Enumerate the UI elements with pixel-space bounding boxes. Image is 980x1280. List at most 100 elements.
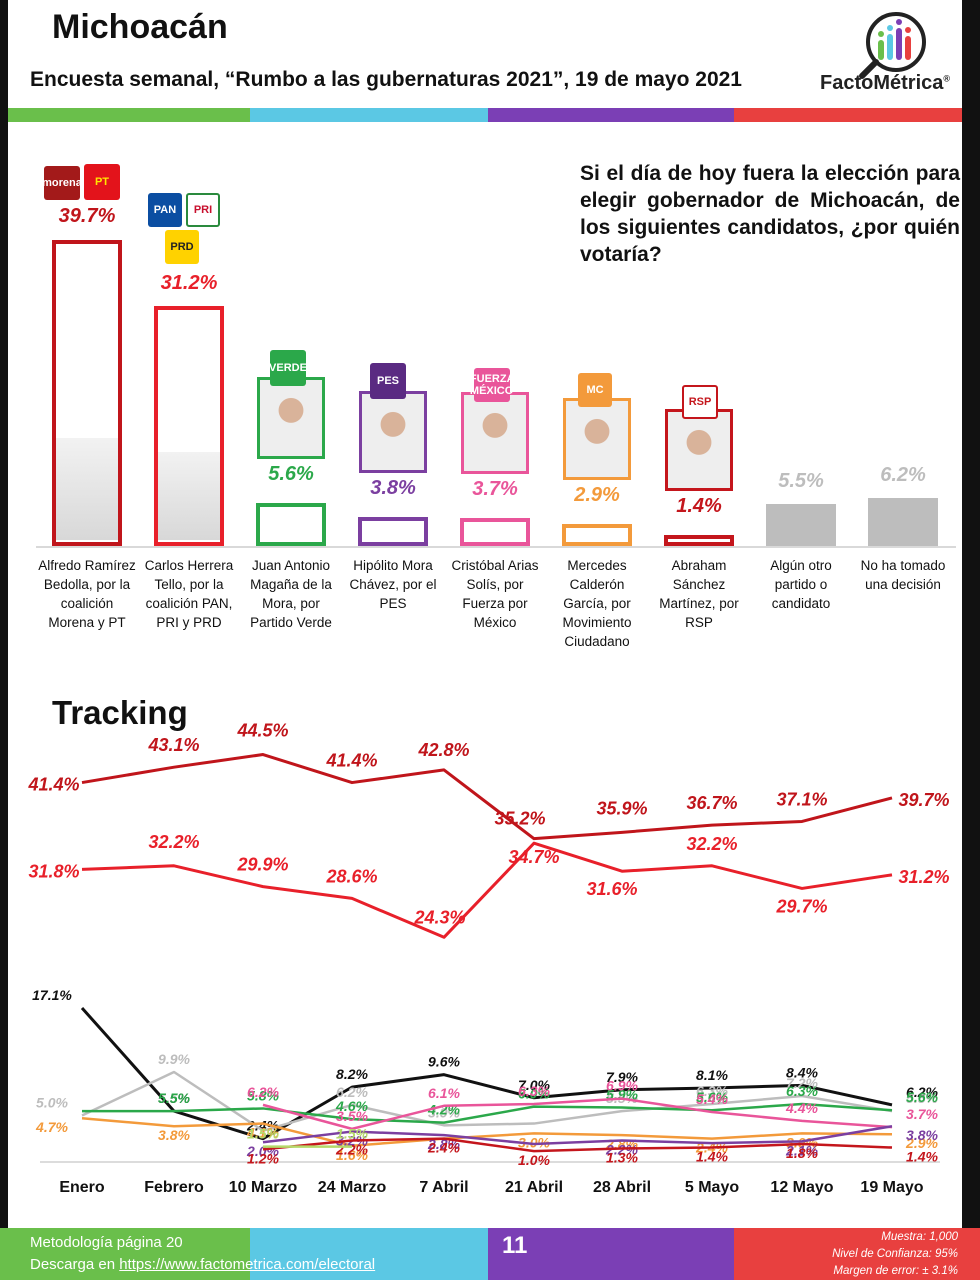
data-label: 5.4% (696, 1091, 728, 1107)
candidate-photo (56, 438, 118, 540)
data-label: 6.3% (518, 1083, 550, 1099)
pri-logo-icon: PRI (186, 193, 220, 227)
bar-value-label: 3.8% (370, 476, 416, 499)
data-label: 4.1% (246, 1125, 279, 1141)
data-label: 3.7% (906, 1106, 938, 1122)
candidate-photo (563, 397, 631, 480)
data-label: 5.6% (906, 1089, 938, 1105)
data-label: 3.8% (158, 1127, 190, 1143)
data-label: 3.5% (336, 1108, 368, 1124)
series-line-black (80, 1007, 893, 1141)
candidate-photo (158, 452, 220, 540)
x-tick-label: 19 Mayo (860, 1179, 923, 1196)
data-label: 37.1% (776, 789, 827, 809)
candidate-label: Alfredo Ramírez Bedolla, por la coalició… (38, 558, 136, 630)
series-line-verde (82, 1102, 893, 1124)
data-label: 4.4% (785, 1100, 818, 1116)
data-label: 5.5% (906, 1090, 938, 1106)
data-label: 5.0% (36, 1095, 68, 1111)
sample-size: Muestra: 1,000 (881, 1231, 958, 1243)
bar-5 (460, 517, 530, 546)
data-label: 35.9% (596, 798, 647, 818)
data-label: 2.4% (246, 1118, 279, 1134)
data-label: 5.6% (696, 1089, 728, 1105)
fxm-logo-icon: FUERZA MÉXICO (470, 368, 515, 402)
data-label: 6.9% (606, 1078, 638, 1094)
bar-baseline (36, 546, 956, 548)
candidate-photo (461, 391, 529, 474)
pes-logo-icon: PES (370, 363, 406, 399)
page-number: 11 (502, 1232, 528, 1259)
pt-logo-icon: PT (84, 164, 120, 200)
data-label: 7.2% (786, 1075, 818, 1091)
x-tick-label: 12 Mayo (770, 1179, 833, 1196)
survey-question: Si el día de hoy fuera la elección para … (580, 162, 960, 266)
x-tick-label: 28 Abril (593, 1179, 651, 1196)
data-label: 17.1% (32, 987, 72, 1003)
data-label: 2.4% (427, 1140, 460, 1156)
bar-value-label: 3.7% (472, 477, 518, 500)
stripe-red (734, 108, 962, 122)
data-label: 6.2% (336, 1084, 368, 1100)
x-tick-label: Febrero (144, 1179, 204, 1196)
data-label: 6.3% (696, 1083, 728, 1099)
x-tick-label: 7 Abril (419, 1179, 468, 1196)
bar-value-label: 5.5% (778, 469, 824, 492)
candidate-label: No ha tomado una decisión (860, 558, 946, 592)
page-subtitle: Encuesta semanal, “Rumbo a las gubernatu… (30, 68, 742, 91)
candidate-label: Juan Antonio Magaña de la Mora, por Part… (250, 558, 332, 630)
left-edge (0, 0, 8, 1280)
bar-value-label: 1.4% (676, 495, 722, 518)
data-label: 3.0% (518, 1134, 550, 1150)
data-label: 3.8% (906, 1127, 938, 1143)
data-label: 31.6% (586, 879, 637, 899)
data-label: 6.3% (786, 1083, 818, 1099)
data-label: 31.2% (898, 867, 949, 887)
data-label: 42.8% (417, 740, 469, 760)
x-tick-label: 5 Mayo (685, 1179, 739, 1196)
footer-purple (488, 1228, 734, 1280)
data-label: 31.8% (28, 861, 79, 881)
data-label: 5.5% (158, 1090, 190, 1106)
data-label: 4.7% (35, 1119, 68, 1135)
data-label: 43.1% (147, 735, 199, 755)
margin-of-error: Margen de error: ± 3.1% (833, 1265, 958, 1277)
stripe-cyan (250, 108, 488, 122)
stripe-green (8, 108, 250, 122)
tracking-chart: 41.4% 43.1% 44.5% 41.4% 42.8% 35.2% 35.9% 36.7%… (27, 721, 949, 1196)
morena-logo-icon: morena (42, 166, 82, 200)
data-label: 32.2% (686, 834, 737, 854)
survey-stats: Muestra: 1,000 Nivel de Confianza: 95% M… (832, 1229, 958, 1280)
candidate-label: Carlos Herrera Tello, por la coalición P… (144, 558, 234, 630)
data-label: 32.2% (148, 832, 199, 852)
data-label: 1.4% (696, 1149, 728, 1165)
series-line-rsp (262, 1137, 893, 1153)
data-label: 34.7% (508, 847, 559, 867)
data-label: 2.9% (905, 1135, 938, 1151)
data-label: 9.6% (428, 1054, 460, 1070)
series-line-pes (262, 1124, 893, 1146)
data-label: 4.6% (335, 1098, 368, 1114)
data-label: 5.5% (158, 1090, 190, 1106)
methodology-note: Metodología página 20 (30, 1234, 183, 1251)
series-line-otro (81, 1070, 893, 1132)
data-label: 2.1% (785, 1142, 818, 1158)
bar-4 (358, 516, 428, 546)
bar-8 (766, 503, 836, 546)
bar-value-label: 2.9% (574, 483, 620, 506)
download-link[interactable]: https://www.factometrica.com/electoral (119, 1256, 376, 1273)
data-label: 6.2% (247, 1084, 279, 1100)
candidate-label: Mercedes Calderón García, por Movimiento… (562, 558, 632, 649)
candidate-label: Algún otro partido o candidato (770, 558, 832, 611)
footer-cyan (250, 1228, 488, 1280)
download-note: Descarga en https://www.factometrica.com… (30, 1256, 375, 1273)
data-label: 41.4% (325, 751, 377, 771)
stripe-purple (488, 108, 734, 122)
page-title: Michoacán (52, 8, 228, 46)
data-label: 9.9% (158, 1051, 190, 1067)
series-line-morena (81, 753, 893, 841)
verde-logo-icon: VERDE (269, 350, 307, 386)
data-label: 5.8% (247, 1087, 279, 1103)
series-line-coalicion (81, 841, 893, 939)
